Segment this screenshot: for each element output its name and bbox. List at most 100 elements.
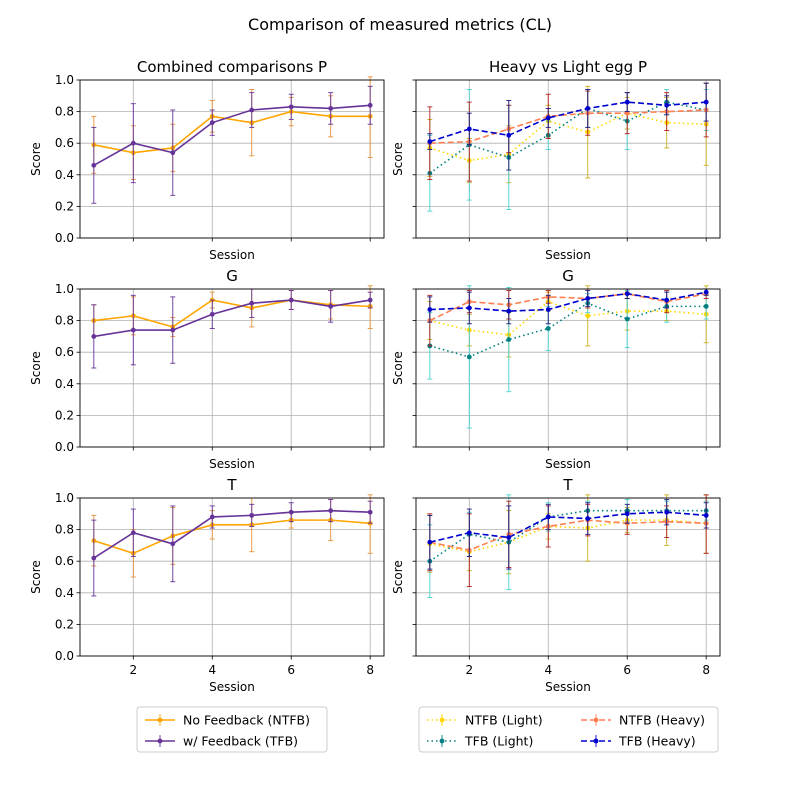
x-axis-label: Session	[209, 680, 255, 694]
x-tick-label: 2	[465, 663, 473, 677]
axes-frame	[79, 79, 385, 239]
data-point	[328, 303, 334, 309]
legend-right: NTFB (Light) TFB (Light) NTFB (Heavy) TFB (…	[418, 706, 719, 753]
panel-title: G	[562, 267, 574, 285]
y-tick-label: 0.0	[55, 440, 74, 454]
panel-2: Heavy vs Light egg P Session Score	[391, 58, 721, 262]
series-line	[93, 299, 371, 328]
data-point	[624, 316, 630, 322]
y-tick-label: 0.4	[55, 168, 74, 182]
data-point	[585, 296, 591, 301]
x-axis-label: Session	[545, 457, 591, 471]
data-point	[328, 106, 334, 111]
data-point	[703, 99, 709, 105]
series-line	[93, 110, 371, 154]
data-point	[703, 303, 709, 309]
y-tick-label: 0.8	[55, 314, 74, 328]
panel-title: Combined comparisons P	[137, 58, 327, 76]
legend-entry: TFB (Heavy)	[581, 734, 696, 749]
x-tick-label: 8	[702, 663, 710, 677]
series-line	[429, 101, 707, 143]
data-point	[130, 327, 136, 333]
axes-frame	[415, 79, 721, 239]
data-point	[130, 140, 136, 146]
data-point	[466, 354, 472, 360]
series-line	[429, 509, 707, 562]
legend-swatch-marker	[157, 717, 163, 723]
series-line	[93, 519, 371, 555]
legend-swatch-marker	[593, 738, 599, 744]
legend-entry: TFB (Light)	[427, 734, 533, 749]
data-point	[91, 162, 97, 168]
legend-left: No Feedback (NTFB) w/ Feedback (TFB)	[136, 706, 328, 753]
legend-box	[418, 706, 719, 753]
series-4	[427, 82, 709, 171]
panel-6: 2 4 6 8 T Session Score	[391, 476, 721, 694]
series-line	[93, 509, 371, 559]
data-point	[288, 104, 294, 110]
data-point	[170, 150, 176, 156]
series-line	[93, 104, 371, 167]
data-point	[170, 327, 176, 333]
y-tick-label: 0.2	[55, 408, 74, 422]
panel-title: T	[562, 476, 573, 494]
legend-entry: NTFB (Heavy)	[581, 713, 705, 728]
data-point	[466, 530, 472, 536]
y-tick-label: 0.6	[55, 554, 74, 568]
data-point	[585, 313, 591, 319]
y-tick-label: 0.2	[55, 199, 74, 213]
data-point	[664, 509, 670, 515]
x-tick-label: 6	[623, 663, 631, 677]
panel-title: Heavy vs Light egg P	[489, 58, 647, 76]
data-point	[91, 334, 97, 339]
data-point	[545, 514, 551, 520]
legend-swatch-marker	[593, 717, 599, 723]
legend-swatch-marker	[439, 738, 445, 744]
legend-label: TFB (Light)	[464, 734, 533, 749]
data-point	[545, 307, 551, 312]
data-point	[585, 516, 591, 521]
series-line	[429, 511, 707, 544]
y-tick-label: 0.8	[55, 105, 74, 119]
data-point	[664, 297, 670, 303]
series-2	[91, 85, 373, 204]
x-tick-label: 4	[544, 663, 552, 677]
x-axis-label: Session	[545, 680, 591, 694]
series-line	[429, 112, 707, 162]
data-point	[703, 512, 709, 518]
axes-frame	[79, 497, 385, 657]
data-point	[249, 512, 255, 518]
panel-title: G	[226, 267, 238, 285]
x-axis-label: Session	[209, 248, 255, 262]
series-line	[429, 109, 707, 144]
legend-entry: No Feedback (NTFB)	[145, 713, 310, 728]
data-point	[249, 107, 255, 113]
data-point	[506, 535, 512, 540]
series-2	[91, 499, 373, 597]
data-point	[624, 99, 630, 105]
axes-frame	[79, 288, 385, 448]
y-axis-label: Score	[391, 351, 405, 385]
series-line	[93, 299, 371, 338]
series-line	[429, 292, 707, 322]
y-axis-label: Score	[29, 351, 43, 385]
series-4	[427, 499, 709, 570]
data-point	[367, 509, 373, 515]
data-point	[427, 139, 433, 145]
y-tick-label: 1.0	[55, 491, 74, 505]
x-tick-label: 8	[366, 663, 374, 677]
data-point	[624, 291, 630, 297]
y-tick-label: 0.6	[55, 345, 74, 359]
panel-4: G Session Score	[391, 267, 721, 471]
x-tick-label: 2	[129, 663, 137, 677]
y-axis-label: Score	[29, 560, 43, 594]
x-axis-label: Session	[209, 457, 255, 471]
y-tick-label: 0.0	[55, 231, 74, 245]
data-point	[328, 508, 334, 514]
legend-entry: NTFB (Light)	[427, 713, 543, 728]
legend-label: NTFB (Light)	[465, 713, 543, 728]
y-tick-label: 1.0	[55, 73, 74, 87]
legend-label: No Feedback (NTFB)	[183, 713, 310, 728]
axes-frame	[415, 288, 721, 448]
y-tick-label: 0.4	[55, 586, 74, 600]
